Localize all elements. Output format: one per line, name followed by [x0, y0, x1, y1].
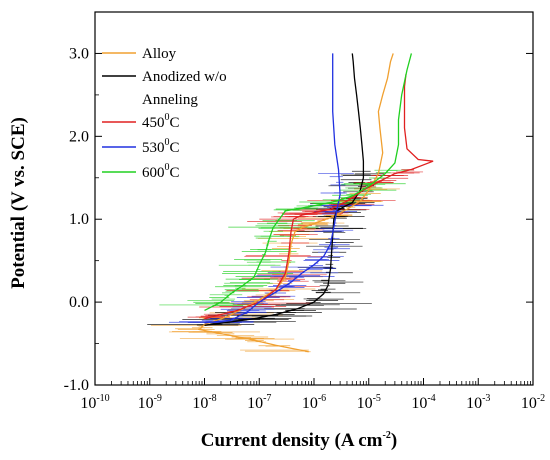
plot-frame: [94, 11, 534, 386]
curves-layer: [197, 53, 434, 353]
series-line: [204, 74, 434, 320]
x-tick-label: 10-2: [521, 393, 545, 412]
y-axis: -1.0 0.0 1.0 2.0 3.0: [64, 11, 533, 394]
y-tick-label: 0.0: [69, 294, 89, 311]
legend-label: 6000C: [142, 162, 180, 181]
series-line: [197, 53, 394, 353]
x-tick-label: 10-6: [302, 393, 326, 412]
x-axis-title: Current density (A cm-2): [201, 430, 397, 451]
x-tick-label: 10-10: [80, 393, 109, 412]
x-tick-label: 10-7: [247, 393, 271, 412]
x-tick-label: 10-9: [138, 393, 162, 412]
legend-label: Anodized w/o: [142, 69, 227, 85]
y-tick-label: 2.0: [69, 128, 89, 145]
x-tick-label: 10-5: [357, 393, 381, 412]
y-tick-label: 1.0: [69, 211, 89, 228]
y-axis-title: Potential (V vs. SCE): [8, 117, 29, 289]
x-tick-label: 10-3: [466, 393, 490, 412]
y-tick-label: 3.0: [69, 45, 89, 62]
legend-label: Alloy: [142, 46, 177, 62]
x-axis: 10-10 10-9 10-8 10-7 10-6 10-5 10-4 10-3 10-2: [80, 378, 545, 412]
legend-label: 5300C: [142, 137, 180, 156]
x-tick-label: 10-4: [411, 393, 435, 412]
series-line: [204, 53, 341, 324]
legend: Alloy Anodized w/o Anneling 4500C 5300C 6000C: [102, 46, 227, 181]
y-tick-label: -1.0: [64, 377, 89, 394]
legend-label: Anneling: [142, 92, 198, 108]
x-tick-label: 10-8: [192, 393, 216, 412]
legend-label: 4500C: [142, 112, 180, 131]
series-line: [204, 53, 413, 311]
noise-layer: [147, 169, 424, 353]
